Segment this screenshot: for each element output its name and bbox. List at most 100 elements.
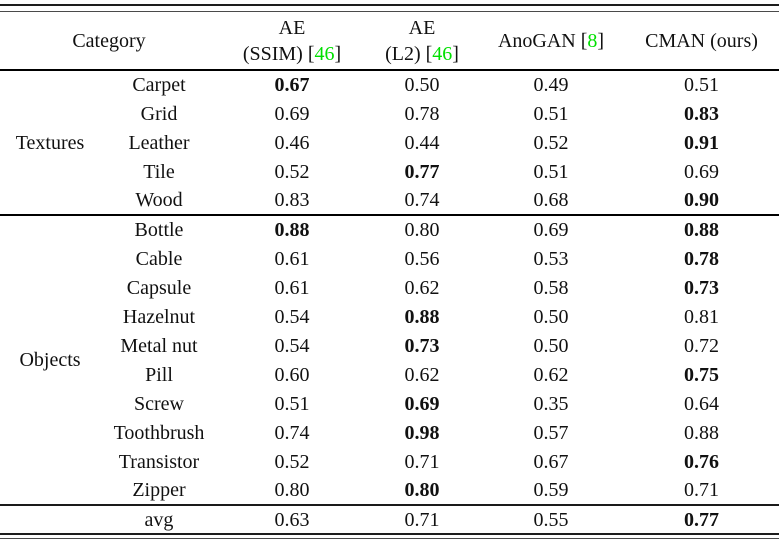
top-rule-outer <box>0 4 779 6</box>
table-row: Metal nut 0.54 0.73 0.50 0.72 <box>0 331 779 360</box>
score-cell: 0.83 <box>274 189 310 211</box>
score-cell: 0.69 <box>404 392 440 415</box>
score-cell: 0.74 <box>274 421 310 444</box>
score-cell: 0.44 <box>404 131 440 154</box>
category-cell: Wood <box>135 189 183 211</box>
score-cell: 0.50 <box>404 74 440 96</box>
header-category: Category <box>0 12 218 70</box>
score-cell: 0.49 <box>533 74 569 96</box>
score-cell: 0.54 <box>274 334 310 357</box>
spacer-cell <box>0 505 100 533</box>
score-cell: 0.88 <box>684 421 719 444</box>
category-cell: Toothbrush <box>113 421 205 444</box>
score-cell: 0.69 <box>684 160 719 183</box>
table-header: Category AE (SSIM) [46] AE (L2) [46] Ano… <box>0 12 779 70</box>
score-cell: 0.62 <box>404 363 440 386</box>
category-cell: Cable <box>135 247 183 270</box>
score-cell: 0.80 <box>404 479 440 501</box>
score-cell: 0.71 <box>404 508 440 531</box>
score-cell: 0.56 <box>404 247 440 270</box>
score-cell: 0.59 <box>533 479 569 501</box>
avg-row: avg 0.63 0.71 0.55 0.77 <box>0 505 779 533</box>
header-ae-l2-pre: (L2) [ <box>385 42 433 65</box>
score-cell: 0.69 <box>533 219 569 241</box>
score-cell: 0.91 <box>684 131 719 154</box>
score-cell: 0.73 <box>404 334 440 357</box>
header-ae-ssim-post: ] <box>334 42 342 65</box>
section-objects: Objects Bottle 0.88 0.80 0.69 0.88 Cable… <box>0 215 779 505</box>
score-cell: 0.60 <box>274 363 310 386</box>
section-textures: Textures Carpet 0.67 0.50 0.49 0.51 Grid… <box>0 70 779 215</box>
header-ae-ssim-bottom: (SSIM) [46] <box>218 41 366 67</box>
score-cell: 0.46 <box>274 131 310 154</box>
header-anogan-post: ] <box>597 29 605 52</box>
top-rule-inner <box>0 11 779 12</box>
table-row: Leather 0.46 0.44 0.52 0.91 <box>0 128 779 157</box>
score-cell: 0.52 <box>274 160 310 183</box>
score-cell: 0.62 <box>404 276 440 299</box>
header-ae-ssim-pre: (SSIM) [ <box>242 42 315 65</box>
score-cell: 0.57 <box>533 421 569 444</box>
results-table: Category AE (SSIM) [46] AE (L2) [46] Ano… <box>0 12 779 533</box>
header-ae-l2-top: AE <box>408 16 436 39</box>
table-row: Pill 0.60 0.62 0.62 0.75 <box>0 360 779 389</box>
table-row: Tile 0.52 0.77 0.51 0.69 <box>0 157 779 186</box>
table-row: Toothbrush 0.74 0.98 0.57 0.88 <box>0 418 779 447</box>
header-ae-ssim: AE (SSIM) [46] <box>218 12 366 70</box>
category-cell: Tile <box>143 160 175 183</box>
category-cell: Capsule <box>126 276 192 299</box>
score-cell: 0.77 <box>404 160 440 183</box>
table-row: Objects Bottle 0.88 0.80 0.69 0.88 <box>0 215 779 370</box>
citation-46: 46 <box>432 42 453 65</box>
score-cell: 0.67 <box>274 74 310 96</box>
table-footer: avg 0.63 0.71 0.55 0.77 <box>0 505 779 533</box>
score-cell: 0.81 <box>684 305 719 328</box>
score-cell: 0.52 <box>274 450 310 473</box>
score-cell: 0.50 <box>533 334 569 357</box>
score-cell: 0.77 <box>684 508 719 531</box>
category-cell: Bottle <box>134 219 184 241</box>
score-cell: 0.80 <box>404 219 440 241</box>
score-cell: 0.51 <box>533 102 569 125</box>
avg-label-cell: avg <box>144 508 174 531</box>
category-cell: Leather <box>128 131 190 154</box>
score-cell: 0.80 <box>274 479 310 501</box>
category-cell: Transistor <box>118 450 200 473</box>
score-cell: 0.75 <box>684 363 719 386</box>
citation-8: 8 <box>587 29 598 52</box>
score-cell: 0.62 <box>533 363 569 386</box>
category-cell: Carpet <box>132 74 186 96</box>
table-row: Capsule 0.61 0.62 0.58 0.73 <box>0 273 779 302</box>
group-label-textures: Textures <box>15 131 85 154</box>
score-cell: 0.51 <box>274 392 310 415</box>
score-cell: 0.61 <box>274 276 310 299</box>
header-cman-label: CMAN (ours) <box>645 29 758 52</box>
category-cell: Grid <box>140 102 178 125</box>
table-row: Textures Carpet 0.67 0.50 0.49 0.51 <box>0 70 779 153</box>
score-cell: 0.71 <box>684 479 719 501</box>
score-cell: 0.52 <box>533 131 569 154</box>
category-cell: Metal nut <box>120 334 198 357</box>
score-cell: 0.71 <box>404 450 440 473</box>
header-anogan: AnoGAN [8] <box>478 12 624 70</box>
bottom-rule-inner <box>0 538 779 539</box>
table-row: Screw 0.51 0.69 0.35 0.64 <box>0 389 779 418</box>
score-cell: 0.50 <box>533 305 569 328</box>
category-cell: Zipper <box>132 479 186 501</box>
score-cell: 0.78 <box>404 102 440 125</box>
table-row: Transistor 0.52 0.71 0.67 0.76 <box>0 447 779 476</box>
score-cell: 0.88 <box>404 305 440 328</box>
score-cell: 0.51 <box>684 74 719 96</box>
score-cell: 0.61 <box>274 247 310 270</box>
header-category-label: Category <box>72 29 146 52</box>
score-cell: 0.72 <box>684 334 719 357</box>
table-row: Hazelnut 0.54 0.88 0.50 0.81 <box>0 302 779 331</box>
score-cell: 0.83 <box>684 102 719 125</box>
header-ae-l2: AE (L2) [46] <box>366 12 478 70</box>
header-ae-ssim-top: AE <box>278 16 306 39</box>
score-cell: 0.53 <box>533 247 569 270</box>
header-cman: CMAN (ours) <box>624 12 779 70</box>
score-cell: 0.88 <box>684 219 719 241</box>
score-cell: 0.55 <box>533 508 569 531</box>
